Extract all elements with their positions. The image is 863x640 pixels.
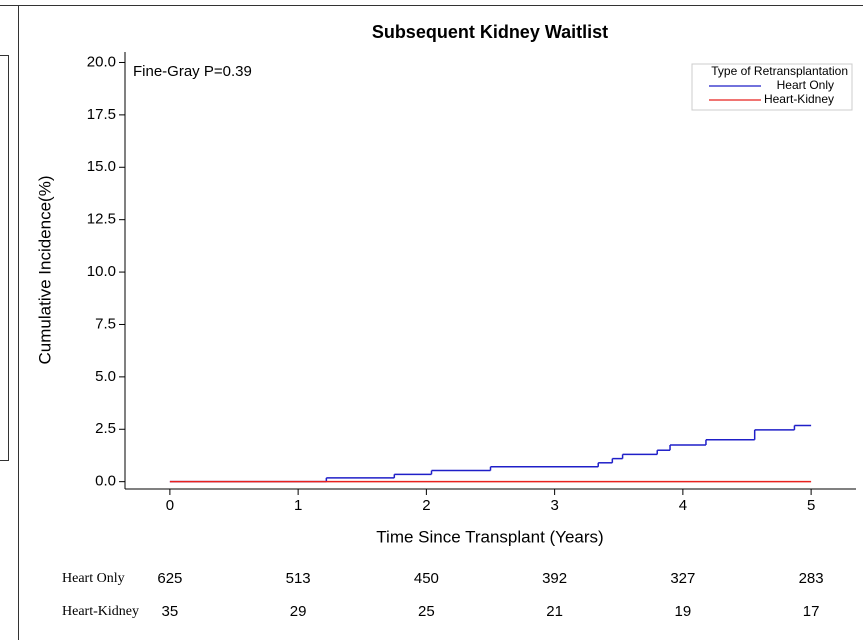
x-axis-label: Time Since Transplant (Years)	[376, 527, 603, 546]
legend-label: Heart-Kidney	[764, 92, 834, 106]
risk-count: 35	[162, 603, 179, 620]
y-axis-label: Cumulative Incidence(%)	[35, 176, 54, 365]
y-tick-label: 2.5	[95, 420, 116, 437]
chart-title: Subsequent Kidney Waitlist	[372, 22, 608, 42]
y-tick-label: 7.5	[95, 315, 116, 332]
risk-count: 19	[675, 603, 692, 620]
x-tick-label: 3	[550, 497, 558, 514]
y-tick-label: 10.0	[87, 263, 116, 280]
legend-box	[691, 63, 853, 111]
legend-label: Heart Only	[777, 78, 834, 92]
x-tick-label: 0	[166, 497, 174, 514]
y-tick-label: 5.0	[95, 368, 116, 385]
risk-row-label: Heart-Kidney	[62, 604, 139, 619]
x-tick-label: 1	[294, 497, 302, 514]
legend-title: Type of Retransplantation	[711, 64, 848, 78]
risk-count: 392	[542, 570, 567, 587]
y-tick-label: 0.0	[95, 473, 116, 490]
risk-count: 17	[803, 603, 820, 620]
y-tick-label: 12.5	[87, 211, 116, 228]
risk-row-label: Heart Only	[62, 571, 125, 586]
y-tick-label: 15.0	[87, 158, 116, 175]
annotation: Fine-Gray P=0.39	[133, 63, 252, 80]
x-tick-label: 4	[679, 497, 687, 514]
x-tick-label: 5	[807, 497, 815, 514]
panel-frame	[0, 5, 863, 640]
x-tick-label: 2	[422, 497, 430, 514]
risk-count: 625	[157, 570, 182, 587]
risk-count: 25	[418, 603, 435, 620]
risk-count: 513	[286, 570, 311, 587]
risk-count: 283	[799, 570, 824, 587]
y-tick-label: 20.0	[87, 53, 116, 70]
risk-count: 327	[670, 570, 695, 587]
y-tick-label: 17.5	[87, 106, 116, 123]
risk-count: 21	[546, 603, 563, 620]
risk-count: 450	[414, 570, 439, 587]
risk-count: 29	[290, 603, 307, 620]
